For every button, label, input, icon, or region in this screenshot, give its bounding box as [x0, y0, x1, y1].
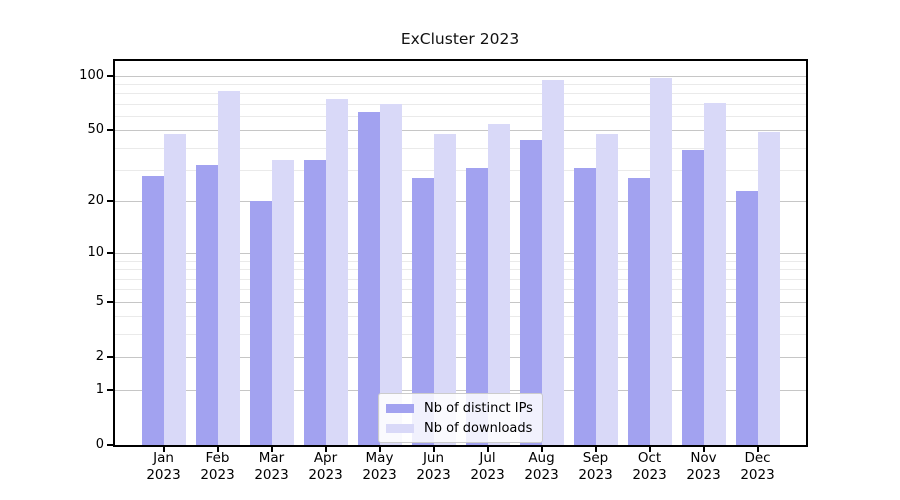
bar-distinct-ips-feb: [195, 165, 218, 445]
gridline-minor-40: [115, 147, 806, 149]
y-tick-label-50: 50: [87, 122, 104, 138]
legend-label-distinct-ips: Nb of distinct IPs: [424, 400, 533, 416]
bar-downloads-aug: [541, 79, 564, 445]
bar-distinct-ips-oct: [627, 178, 650, 445]
gridline-minor-70: [115, 103, 806, 105]
y-tick-mark-50: [107, 129, 113, 132]
bar-distinct-ips-jun: [411, 178, 434, 445]
gridline-major-5: [115, 301, 806, 303]
x-tick-mark-mar: [270, 447, 273, 452]
gridline-major-10: [115, 253, 806, 255]
y-tick-mark-1: [107, 388, 113, 391]
x-tick-label-jun: Jun 2023: [416, 450, 451, 483]
bar-downloads-jun: [433, 133, 456, 445]
gridline-minor-8: [115, 269, 806, 271]
x-tick-mark-oct: [648, 447, 651, 452]
gridline-minor-30: [115, 170, 806, 172]
x-tick-mark-jan: [162, 447, 165, 452]
bar-downloads-jul: [487, 124, 510, 445]
y-tick-label-20: 20: [87, 193, 104, 209]
legend-swatch-distinct-ips: [386, 403, 414, 413]
gridline-minor-60: [115, 116, 806, 117]
legend-swatch-downloads: [386, 423, 414, 433]
x-tick-mark-may: [378, 447, 381, 452]
y-tick-label-2: 2: [95, 349, 104, 365]
x-tick-label-sep: Sep 2023: [578, 450, 613, 483]
legend-entry-downloads: Nb of downloads: [386, 420, 533, 436]
bar-downloads-mar: [271, 160, 294, 445]
y-tick-mark-2: [107, 356, 113, 359]
gridline-minor-90: [115, 83, 806, 85]
x-tick-mark-dec: [756, 447, 759, 452]
x-tick-label-dec: Dec 2023: [740, 450, 775, 483]
x-tick-mark-jul: [486, 447, 489, 452]
legend-entry-distinct-ips: Nb of distinct IPs: [386, 400, 533, 416]
gridline-minor-80: [115, 93, 806, 95]
x-tick-mark-apr: [324, 447, 327, 452]
bar-distinct-ips-may: [357, 112, 380, 445]
bar-downloads-nov: [703, 102, 726, 445]
y-tick-mark-5: [107, 300, 113, 303]
bar-distinct-ips-nov: [681, 149, 704, 445]
chart-title: ExCluster 2023: [400, 30, 520, 48]
x-tick-label-oct: Oct 2023: [632, 450, 667, 483]
bar-distinct-ips-dec: [735, 190, 758, 445]
y-tick-mark-10: [107, 252, 113, 255]
y-tick-label-10: 10: [87, 245, 104, 261]
bar-downloads-sep: [595, 133, 618, 445]
legend-label-downloads: Nb of downloads: [424, 420, 533, 436]
x-tick-label-mar: Mar 2023: [254, 450, 289, 483]
x-tick-label-may: May 2023: [362, 450, 397, 483]
bar-distinct-ips-mar: [249, 201, 272, 445]
gridline-major-2: [115, 357, 806, 359]
x-tick-mark-jun: [432, 447, 435, 452]
y-tick-mark-100: [107, 74, 113, 77]
y-tick-label-0: 0: [95, 437, 104, 452]
legend: Nb of distinct IPs Nb of downloads: [378, 393, 543, 443]
bar-distinct-ips-apr: [303, 160, 326, 445]
gridline-major-1: [115, 389, 806, 391]
gridline-minor-7: [115, 278, 806, 280]
bar-downloads-may: [379, 103, 402, 445]
gridline-major-20: [115, 201, 806, 203]
y-tick-label-100: 100: [79, 67, 104, 83]
bar-downloads-oct: [649, 78, 672, 445]
gridline-major-100: [115, 75, 806, 77]
x-tick-label-jan: Jan 2023: [146, 450, 181, 483]
y-tick-label-1: 1: [95, 381, 104, 397]
bar-distinct-ips-aug: [519, 140, 542, 445]
bar-distinct-ips-jul: [465, 167, 488, 445]
gridline-major-50: [115, 130, 806, 132]
bar-distinct-ips-jan: [141, 175, 164, 445]
bar-downloads-jan: [163, 133, 186, 445]
bar-distinct-ips-sep: [573, 167, 596, 445]
x-tick-mark-feb: [216, 447, 219, 452]
gridline-minor-6: [115, 289, 806, 291]
y-tick-label-5: 5: [95, 293, 104, 309]
x-tick-mark-aug: [540, 447, 543, 452]
gridline-minor-9: [115, 260, 806, 262]
plot-area: [113, 59, 808, 447]
gridline-minor-3: [115, 334, 806, 335]
x-tick-mark-sep: [594, 447, 597, 452]
bar-downloads-feb: [217, 91, 240, 445]
x-tick-label-jul: Jul 2023: [470, 450, 505, 483]
gridline-minor-4: [115, 316, 806, 318]
y-tick-mark-20: [107, 200, 113, 203]
x-tick-label-feb: Feb 2023: [200, 450, 235, 483]
bar-downloads-apr: [325, 99, 348, 445]
y-tick-mark-0: [107, 444, 113, 446]
bar-downloads-dec: [757, 131, 780, 445]
x-tick-label-apr: Apr 2023: [308, 450, 343, 483]
x-tick-label-aug: Aug 2023: [524, 450, 559, 483]
x-tick-label-nov: Nov 2023: [686, 450, 721, 483]
x-tick-mark-nov: [702, 447, 705, 452]
